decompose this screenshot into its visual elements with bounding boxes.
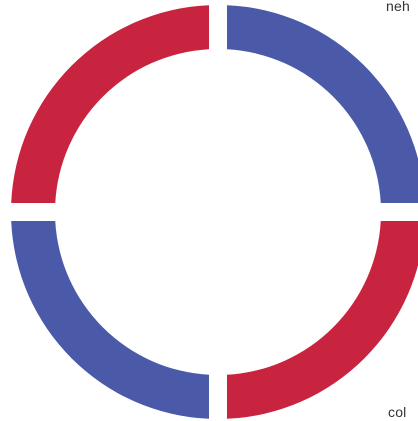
donut-segment-2 — [226, 220, 418, 419]
bottom-edge-label: col — [388, 404, 407, 420]
donut-segment-3 — [11, 220, 210, 419]
donut-segment-1 — [226, 5, 418, 204]
top-edge-label: neh — [386, 0, 410, 14]
donut-segment-4 — [11, 5, 210, 204]
